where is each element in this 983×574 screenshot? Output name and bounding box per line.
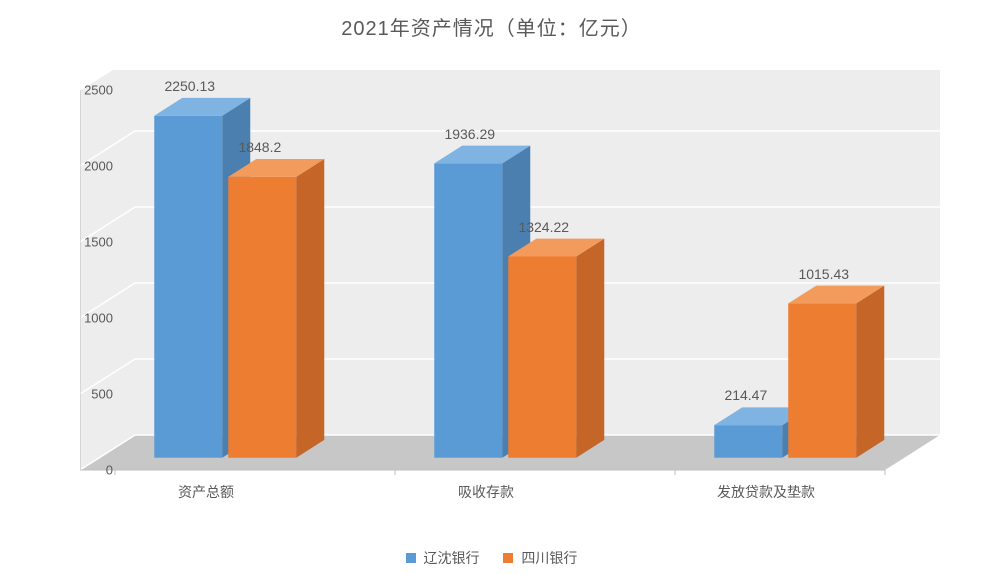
data-label: 2250.13	[164, 78, 215, 94]
data-label: 214.47	[724, 387, 767, 403]
data-label: 1324.22	[518, 219, 569, 235]
xtick-label: 吸收存款	[458, 482, 514, 502]
ytick-label: 0	[63, 463, 113, 478]
legend-item-1: 四川银行	[503, 548, 577, 568]
legend-label-0: 辽沈银行	[424, 550, 480, 566]
ytick-label: 1500	[63, 235, 113, 250]
chart-container: 2021年资产情况（单位：亿元） 0 500 1000 1500 2000 2500 资产…	[0, 0, 983, 574]
legend-swatch-1	[503, 553, 513, 563]
xtick-label: 发放贷款及垫款	[717, 482, 815, 502]
chart-svg	[80, 70, 940, 510]
ytick-label: 1000	[63, 311, 113, 326]
chart-title: 2021年资产情况（单位：亿元）	[0, 0, 983, 41]
ytick-label: 500	[63, 387, 113, 402]
legend-swatch-0	[406, 553, 416, 563]
ytick-label: 2000	[63, 159, 113, 174]
xtick-label: 资产总额	[178, 482, 234, 502]
plot-area	[80, 70, 940, 510]
legend: 辽沈银行 四川银行	[0, 548, 983, 568]
ytick-label: 2500	[63, 83, 113, 98]
data-label: 1848.2	[238, 139, 281, 155]
data-label: 1015.43	[798, 266, 849, 282]
legend-item-0: 辽沈银行	[406, 548, 480, 568]
legend-label-1: 四川银行	[521, 550, 577, 566]
data-label: 1936.29	[444, 126, 495, 142]
